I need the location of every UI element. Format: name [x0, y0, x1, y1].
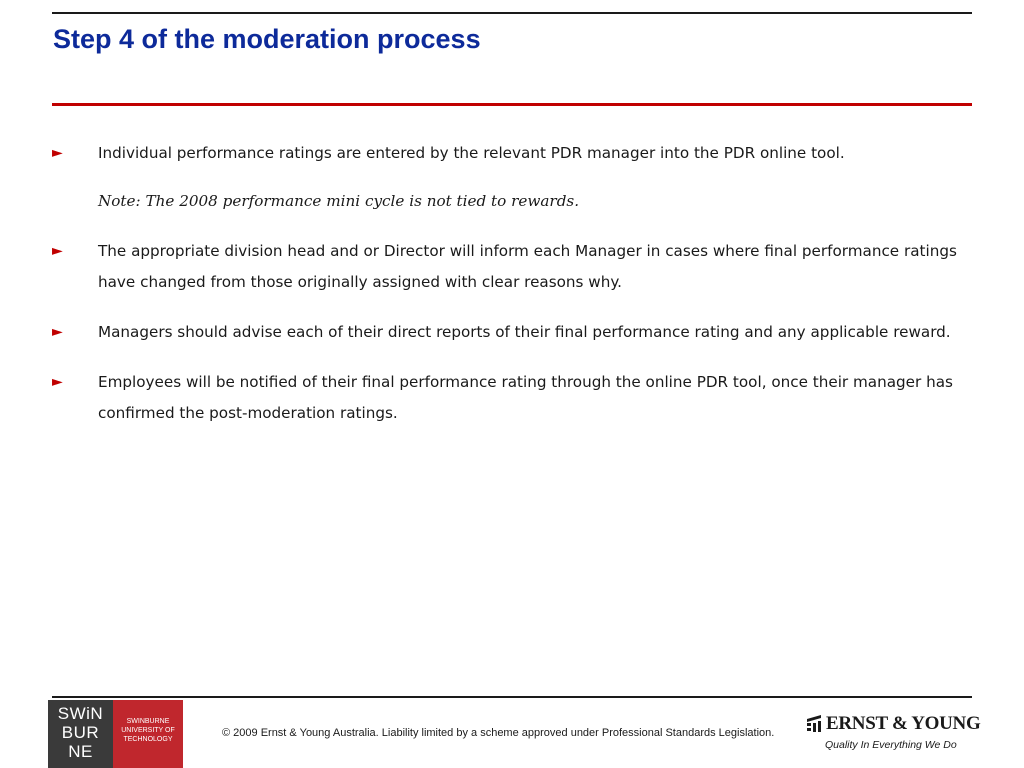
swinburne-logo: SWiN BUR NE SWINBURNE UNIVERSITY OF TECH… — [48, 700, 183, 768]
bullet-arrow-icon: ► — [52, 145, 63, 161]
bullet-arrow-icon: ► — [52, 324, 63, 340]
swinburne-caption-line: TECHNOLOGY — [123, 736, 173, 743]
bullet-item: ► The appropriate division head and or D… — [52, 236, 982, 298]
swinburne-caption-line: UNIVERSITY OF — [121, 727, 175, 734]
swinburne-caption-line: SWINBURNE — [126, 718, 170, 725]
swinburne-wordmark-line: BUR — [61, 723, 100, 742]
ey-beam-icon — [807, 715, 821, 732]
swinburne-wordmark-line: NE — [68, 742, 93, 761]
bullet-item: ► Individual performance ratings are ent… — [52, 138, 982, 169]
title-underline — [52, 103, 972, 106]
slide-title: Step 4 of the moderation process — [53, 24, 481, 54]
bullet-arrow-icon: ► — [52, 243, 63, 259]
ey-tagline: Quality In Everything We Do — [825, 739, 957, 751]
swinburne-wordmark: SWiN BUR NE — [48, 700, 113, 768]
bullet-list: ► Individual performance ratings are ent… — [52, 138, 982, 448]
footer-divider — [52, 696, 972, 698]
swinburne-wordmark-line: SWiN — [57, 704, 104, 723]
bullet-item: ► Managers should advise each of their d… — [52, 317, 982, 348]
bullet-text: Managers should advise each of their dir… — [98, 323, 951, 341]
bullet-arrow-icon: ► — [52, 374, 63, 390]
swinburne-caption: SWINBURNE UNIVERSITY OF TECHNOLOGY — [113, 700, 183, 768]
top-divider — [52, 12, 972, 14]
ey-wordmark: ERNST & YOUNG — [826, 713, 981, 734]
bullet-text: Employees will be notified of their fina… — [98, 373, 953, 422]
bullet-text: Individual performance ratings are enter… — [98, 144, 845, 162]
copyright-notice: © 2009 Ernst & Young Australia. Liabilit… — [222, 727, 775, 739]
bullet-text: The appropriate division head and or Dir… — [98, 242, 957, 291]
bullet-item: ► Employees will be notified of their fi… — [52, 367, 982, 429]
ernst-young-logo: ERNST & YOUNG Quality In Everything We D… — [806, 713, 981, 757]
bullet-note: Note: The 2008 performance mini cycle is… — [98, 192, 580, 210]
